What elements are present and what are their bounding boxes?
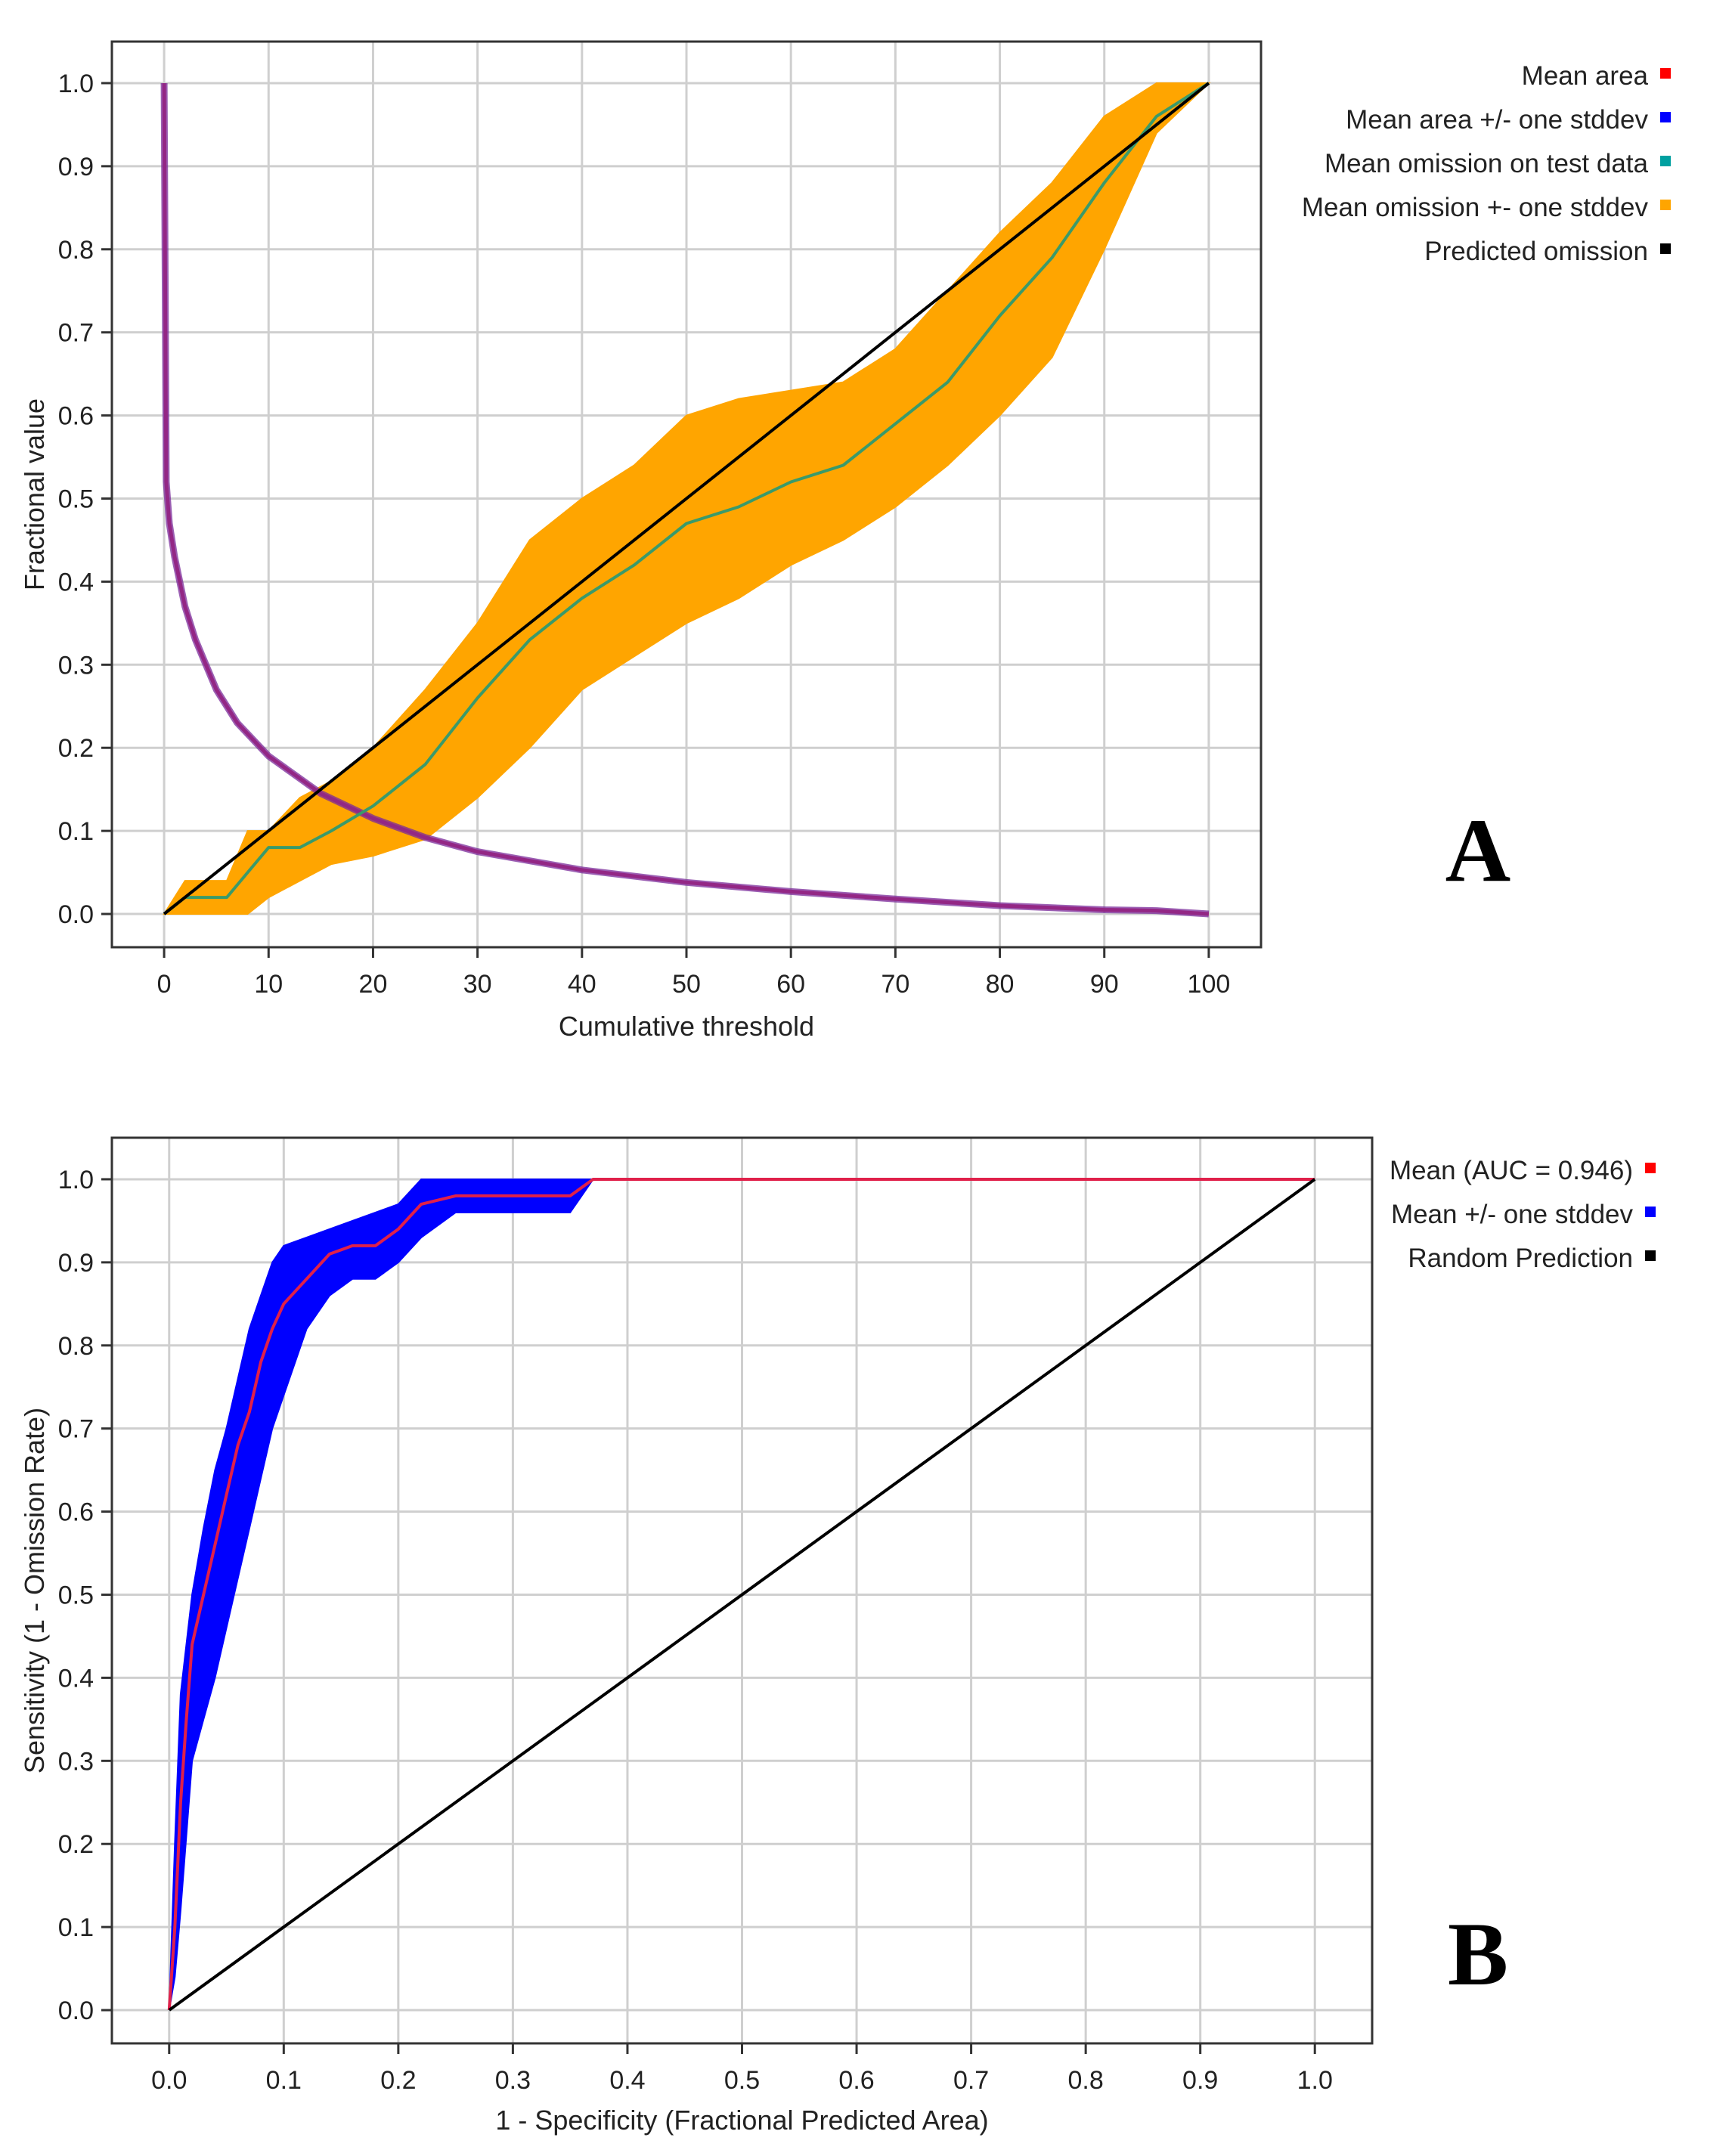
chart-a-legend-swatch [1660, 68, 1671, 79]
chart-b-legend-label: Mean (AUC = 0.946) [1390, 1156, 1633, 1185]
chart-a-xtick-label: 20 [359, 970, 388, 999]
chart-a-xtick-label: 50 [672, 970, 701, 999]
chart-b-xtick-label: 0.5 [724, 2066, 760, 2095]
chart-b-line-mean-auc-0-946- [167, 1178, 1315, 2011]
chart-a-ylabel: Fractional value [19, 398, 50, 590]
chart-b-xtick-label: 0.2 [380, 2066, 416, 2095]
chart-a-xtick-label: 70 [881, 970, 909, 999]
chart-b-legend-label: Random Prediction [1408, 1244, 1633, 1273]
chart-a-ytick-label: 0.5 [58, 485, 94, 513]
chart-a-legend-label: Mean omission on test data [1325, 149, 1649, 178]
chart-a-legend-label: Mean area [1522, 61, 1649, 91]
chart-b-xtick-label: 0.0 [151, 2066, 187, 2095]
chart-b-ytick-label: 0.1 [58, 1913, 94, 1942]
chart-b-band-mean-one-stddev [168, 1179, 1315, 2011]
chart-a-line-mean-area-stddev [160, 82, 1210, 918]
chart-b-xlabel: 1 - Specificity (Fractional Predicted Ar… [495, 2105, 988, 2136]
chart-a-xtick-label: 40 [568, 970, 596, 999]
chart-b-line-random-prediction [168, 1178, 1316, 2012]
chart-b-xtick-label: 0.7 [953, 2066, 989, 2095]
chart-a-legend-label: Mean area +/- one stddev [1346, 105, 1648, 135]
chart-a-xtick-label: 60 [776, 970, 805, 999]
chart-b-legend-swatch [1645, 1207, 1656, 1217]
chart-a-legend-label: Predicted omission [1424, 237, 1648, 266]
chart-a-ytick-label: 0.2 [58, 734, 94, 763]
chart-a-legend-label: Mean omission +- one stddev [1302, 193, 1649, 222]
chart-b-legend-label: Mean +/- one stddev [1391, 1200, 1634, 1229]
chart-b-xtick-label: 1.0 [1297, 2066, 1333, 2095]
chart-a-ytick-label: 0.7 [58, 319, 94, 348]
chart-a: 0 10 20 30 40 50 60 70 80 90 100 0.0 0.1 0.2 0.3 0.4 0.5… [19, 40, 1671, 1042]
chart-a-legend-swatch [1660, 243, 1671, 254]
chart-a-legend-swatch [1660, 156, 1671, 166]
chart-a-xlabel: Cumulative threshold [559, 1011, 814, 1042]
chart-b-xtick-label: 0.4 [609, 2066, 645, 2095]
chart-b-legend-swatch [1645, 1163, 1656, 1173]
chart-a-ytick-label: 0.3 [58, 651, 94, 680]
chart-a-xtick-label: 30 [463, 970, 492, 999]
chart-b-ytick-label: 0.9 [58, 1249, 94, 1278]
chart-a-ytick-label: 0.8 [58, 236, 94, 265]
chart-b-ytick-label: 0.3 [58, 1747, 94, 1776]
chart-b-panel-label: B [1448, 1904, 1508, 2004]
chart-b-ytick-label: 0.7 [58, 1415, 94, 1444]
chart-b-ytick-label: 1.0 [58, 1166, 94, 1194]
chart-a-xtick-label: 80 [986, 970, 1015, 999]
chart-a-ytick-label: 0.9 [58, 153, 94, 181]
chart-b-xtick-label: 0.3 [495, 2066, 531, 2095]
chart-b-xtick-label: 0.9 [1182, 2066, 1218, 2095]
chart-a-xtick-label: 10 [254, 970, 283, 999]
chart-a-ytick-label: 0.1 [58, 817, 94, 846]
chart-b-ytick-label: 0.8 [58, 1332, 94, 1361]
chart-a-ytick-label: 0.0 [58, 900, 94, 929]
chart-b-ytick-label: 0.0 [58, 1996, 94, 2025]
chart-b-ylabel: Sensitivity (1 - Omission Rate) [19, 1408, 50, 1773]
chart-a-line-predicted-omission [163, 82, 1210, 915]
chart-a-line-mean-omission-on-test-data [163, 82, 1210, 915]
chart-a-ytick-label: 0.6 [58, 402, 94, 431]
chart-a-ytick-label: 0.4 [58, 568, 94, 596]
chart-a-ytick-label: 1.0 [58, 70, 94, 98]
chart-a-panel-label: A [1445, 800, 1511, 900]
chart-a-xtick-label: 90 [1090, 970, 1119, 999]
chart-b-ytick-label: 0.4 [58, 1664, 94, 1693]
chart-a-legend-swatch [1660, 200, 1671, 210]
chart-a-legend-swatch [1660, 112, 1671, 122]
chart-b-ytick-label: 0.2 [58, 1830, 94, 1859]
chart-b-ytick-label: 0.5 [58, 1581, 94, 1609]
chart-b-xtick-label: 0.8 [1068, 2066, 1104, 2095]
chart-b-ytick-label: 0.6 [58, 1498, 94, 1527]
chart-a-xtick-label: 0 [157, 970, 172, 999]
chart-a-xtick-label: 100 [1188, 970, 1231, 999]
chart-b: 0.0 0.1 0.2 0.3 0.4 0.5 0.6 0.7 0.8 0.9 1.0 0.0 0.1 0… [19, 1136, 1656, 2136]
chart-b-xtick-label: 0.1 [266, 2066, 302, 2095]
chart-b-legend-swatch [1645, 1250, 1656, 1261]
chart-b-xtick-label: 0.6 [838, 2066, 874, 2095]
